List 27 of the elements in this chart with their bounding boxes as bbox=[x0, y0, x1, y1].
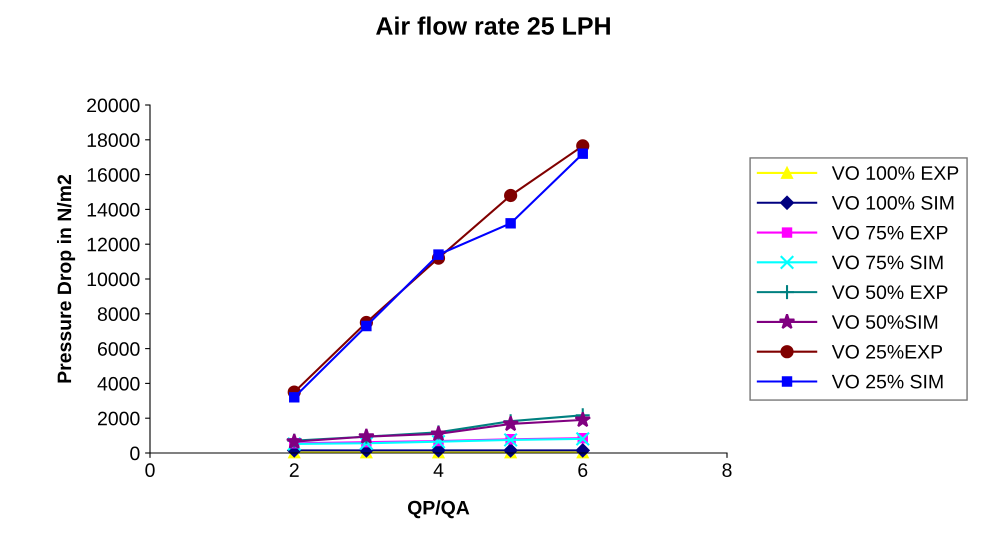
x-tick-label: 2 bbox=[290, 463, 299, 477]
y-tick-label: 6000 bbox=[98, 342, 140, 356]
chart-title: Air flow rate 25 LPH bbox=[376, 16, 610, 35]
x-tick-label: 4 bbox=[434, 463, 444, 477]
legend-label: VO 50% EXP bbox=[832, 285, 948, 300]
y-tick-label: 2000 bbox=[98, 412, 140, 426]
y-tick-label: 10000 bbox=[88, 272, 140, 286]
y-tick-label: 14000 bbox=[88, 202, 140, 217]
x-tick-label: 0 bbox=[145, 463, 155, 478]
y-tick-label: 16000 bbox=[88, 168, 140, 182]
legend-label: VO 100% SIM bbox=[832, 196, 954, 210]
y-tick-label: 12000 bbox=[88, 238, 140, 252]
x-tick-label: 6 bbox=[578, 463, 588, 478]
x-axis-title: QP/QA bbox=[408, 500, 470, 518]
y-tick-label: 20000 bbox=[87, 98, 140, 112]
y-tick-label: 0 bbox=[130, 446, 140, 460]
legend-label: VO 75% SIM bbox=[832, 256, 943, 270]
y-tick-label: 18000 bbox=[88, 133, 140, 148]
legend-label: VO 25%EXP bbox=[832, 344, 942, 359]
y-tick-label: 8000 bbox=[98, 307, 140, 322]
y-tick-label: 4000 bbox=[97, 376, 140, 391]
x-tick-label: 8 bbox=[722, 463, 732, 478]
y-axis-title: Pressure Drop in N/m2 bbox=[56, 174, 76, 383]
legend-label: VO 50%SIM bbox=[832, 315, 938, 329]
legend-label: VO 75% EXP bbox=[832, 226, 948, 240]
legend-label: VO 100% EXP bbox=[832, 166, 958, 180]
legend-label: VO 25% SIM bbox=[832, 374, 943, 388]
